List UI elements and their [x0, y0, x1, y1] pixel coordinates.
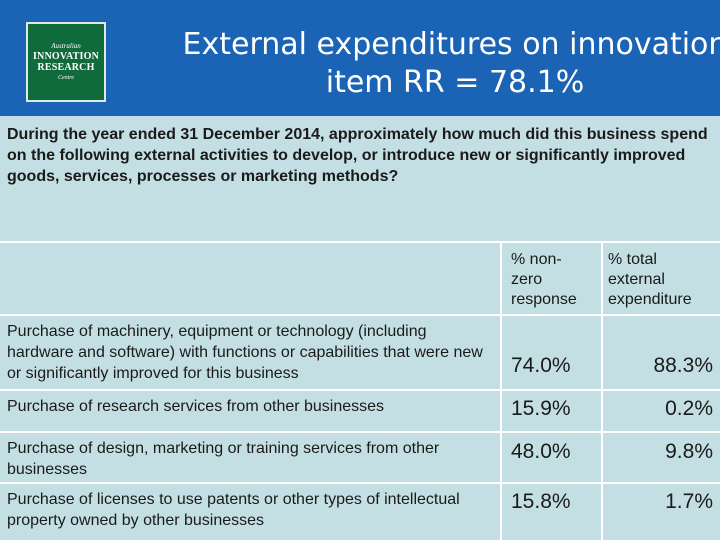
col-header-total-line2: external	[608, 271, 665, 288]
row-label-machinery: Purchase of machinery, equipment or tech…	[7, 323, 483, 382]
row-label-research-services: Purchase of research services from other…	[7, 398, 385, 415]
row-divider	[0, 482, 720, 484]
col-header-total-line1: % total	[608, 251, 657, 268]
col-header-total-line3: expenditure	[608, 291, 692, 308]
row-label-design-marketing: Purchase of design, marketing or trainin…	[7, 440, 440, 478]
value-nonzero-licenses: 15.8%	[511, 490, 571, 513]
value-total-machinery: 88.3%	[653, 354, 713, 377]
value-nonzero-design-marketing: 48.0%	[511, 440, 571, 463]
row-divider	[0, 241, 720, 243]
column-divider	[601, 241, 603, 540]
logo-line-bottom: Centre	[57, 75, 75, 82]
col-header-nonzero-line3: response	[511, 291, 577, 308]
slide-header: Australian INNOVATION RESEARCH Centre Ex…	[0, 0, 720, 116]
value-nonzero-research-services: 15.9%	[511, 397, 571, 420]
col-header-total-expenditure: % total external expenditure	[608, 250, 692, 310]
title-line-1: External expenditures on innovation	[182, 27, 720, 62]
value-total-design-marketing: 9.8%	[665, 440, 713, 463]
col-header-nonzero-response: % non- zero response	[511, 250, 577, 310]
row-divider	[0, 431, 720, 433]
row-divider	[0, 389, 720, 391]
row-divider	[0, 314, 720, 316]
logo-line-top: Australian	[51, 41, 81, 50]
logo-line-innovation: INNOVATION	[32, 51, 100, 63]
survey-question: During the year ended 31 December 2014, …	[7, 126, 708, 185]
value-total-research-services: 0.2%	[665, 397, 713, 420]
title-line-2: item RR = 78.1%	[325, 65, 585, 100]
value-total-licenses: 1.7%	[665, 490, 713, 513]
slide-title: External expenditures on innovation item…	[110, 26, 720, 102]
row-label-licenses: Purchase of licenses to use patents or o…	[7, 491, 460, 529]
value-nonzero-machinery: 74.0%	[511, 354, 571, 377]
col-header-nonzero-line2: zero	[511, 271, 543, 288]
content-panel	[0, 116, 720, 540]
innovation-research-centre-logo: Australian INNOVATION RESEARCH Centre	[26, 22, 106, 102]
col-header-nonzero-line1: % non-	[511, 251, 562, 268]
column-divider	[500, 241, 502, 540]
logo-line-research: RESEARCH	[37, 61, 95, 73]
